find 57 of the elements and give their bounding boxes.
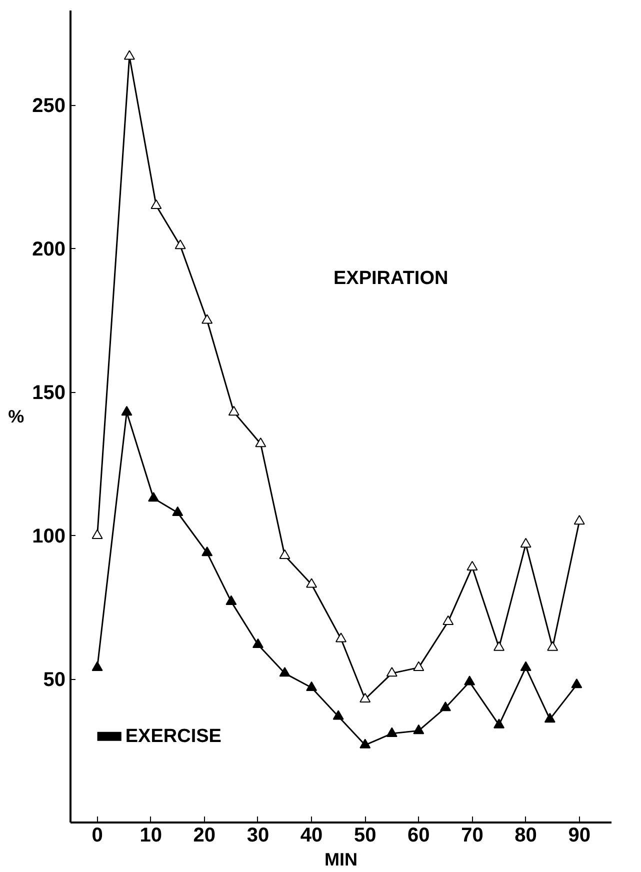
point — [252, 638, 264, 648]
point — [226, 595, 237, 605]
x-tick-label: 30 — [246, 824, 270, 846]
y-tick-label: 200 — [32, 238, 66, 261]
point — [413, 661, 424, 671]
point — [255, 437, 266, 448]
x-tick-label: 0 — [92, 824, 103, 846]
point — [332, 710, 344, 720]
point — [174, 240, 186, 250]
point — [440, 701, 451, 712]
y-tick-label: 100 — [32, 526, 66, 548]
point — [279, 549, 290, 560]
y-axis-title: % — [8, 406, 24, 426]
point — [279, 667, 290, 677]
y-tick-label: 50 — [43, 669, 66, 692]
x-tick-label: 70 — [461, 824, 484, 846]
point — [386, 727, 398, 737]
point — [520, 538, 532, 548]
point — [306, 681, 318, 692]
point — [172, 506, 184, 516]
point — [336, 632, 346, 642]
point — [360, 738, 371, 748]
point — [124, 50, 135, 60]
point — [202, 314, 213, 324]
series-label: EXERCISE — [125, 726, 222, 747]
point — [520, 661, 532, 671]
y-tick-label: 150 — [32, 382, 66, 404]
x-tick-label: 10 — [140, 824, 162, 846]
point — [202, 546, 213, 556]
point — [464, 676, 476, 686]
annotation: EXPIRATION — [334, 268, 448, 289]
point — [92, 529, 103, 539]
point — [413, 724, 424, 734]
x-tick-label: 50 — [354, 824, 376, 846]
point — [121, 406, 132, 416]
point — [442, 615, 454, 626]
point — [466, 560, 478, 571]
point — [148, 492, 160, 502]
point — [150, 199, 162, 209]
point — [574, 514, 585, 525]
x-tick-label: 60 — [408, 824, 430, 846]
x-tick-label: 80 — [514, 824, 537, 846]
point — [494, 641, 505, 651]
point — [92, 661, 103, 671]
point — [571, 678, 582, 688]
point — [360, 692, 371, 703]
x-axis-title: MIN — [324, 850, 358, 870]
y-tick-label: 250 — [32, 95, 66, 118]
x-tick-label: 90 — [568, 824, 590, 846]
point — [547, 641, 558, 651]
point — [228, 406, 240, 416]
point — [544, 712, 556, 723]
point — [306, 578, 318, 588]
x-tick-label: 40 — [300, 824, 323, 846]
point — [494, 718, 505, 728]
point — [386, 667, 398, 677]
x-tick-label: 20 — [193, 824, 216, 846]
